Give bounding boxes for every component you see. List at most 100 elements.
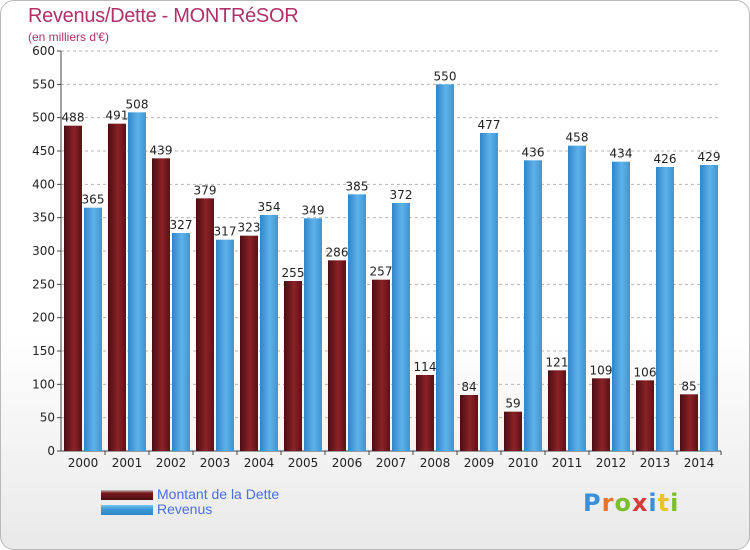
bar-revenus: [172, 233, 190, 451]
x-tick-label: 2004: [244, 456, 275, 470]
y-tick-label: 500: [32, 111, 55, 125]
bar-dette: [416, 375, 434, 451]
bar-revenus: [480, 133, 498, 451]
bar-dette: [460, 395, 478, 451]
logo-letter: i: [670, 489, 680, 517]
y-tick-label: 0: [47, 444, 55, 458]
data-label-revenus: 426: [654, 152, 677, 166]
x-tick-label: 2011: [552, 456, 583, 470]
x-tick-label: 2007: [376, 456, 407, 470]
bar-revenus: [348, 194, 366, 452]
x-tick-label: 2000: [68, 456, 99, 470]
x-tick-label: 2009: [464, 456, 495, 470]
bar-revenus: [392, 203, 410, 451]
x-tick-label: 2012: [596, 456, 627, 470]
data-label-dette: 439: [150, 143, 173, 157]
y-tick-label: 50: [40, 411, 55, 425]
logo-letter: r: [601, 489, 615, 517]
data-label-dette: 84: [461, 380, 476, 394]
chart-subtitle: (en milliers d'€): [28, 30, 109, 44]
data-label-revenus: 365: [82, 193, 105, 207]
data-label-dette: 286: [326, 245, 349, 259]
bar-revenus: [436, 84, 454, 451]
data-label-dette: 491: [106, 109, 129, 123]
bar-dette: [372, 279, 390, 451]
grid-lines: [61, 50, 721, 452]
bar-dette: [240, 235, 258, 451]
bar-dette: [284, 281, 302, 451]
y-tick-label: 350: [32, 211, 55, 225]
data-label-revenus: 508: [126, 97, 149, 111]
legend-swatch-revenus: [101, 505, 153, 515]
data-label-revenus: 434: [610, 147, 633, 161]
data-label-revenus: 385: [346, 179, 369, 193]
y-tick-label: 400: [32, 177, 55, 191]
bar-dette: [328, 260, 346, 451]
x-tick-label: 2006: [332, 456, 363, 470]
proxiti-logo: Proxiti: [583, 489, 679, 517]
y-tick-label: 200: [32, 311, 55, 325]
x-tick-label: 2002: [156, 456, 187, 470]
data-label-dette: 114: [414, 360, 437, 374]
bar-dette: [636, 380, 654, 451]
data-label-revenus: 436: [522, 145, 545, 159]
chart-title: Revenus/Dette - MONTRéSOR: [28, 5, 299, 27]
data-label-dette: 255: [282, 266, 305, 280]
bar-revenus: [304, 218, 322, 451]
logo-letter: x: [631, 489, 649, 517]
y-tick-label: 250: [32, 277, 55, 291]
data-label-dette: 85: [681, 379, 696, 393]
x-tick-label: 2014: [684, 456, 715, 470]
data-label-revenus: 349: [302, 203, 325, 217]
data-label-dette: 109: [590, 363, 613, 377]
bar-revenus: [260, 215, 278, 451]
data-label-revenus: 429: [698, 150, 721, 164]
legend-swatch-dette: [101, 490, 153, 500]
logo-letter: t: [657, 489, 671, 517]
bar-revenus: [656, 167, 674, 451]
logo-letter: o: [614, 489, 632, 517]
logo-letter: i: [648, 489, 658, 517]
y-tick-label: 100: [32, 377, 55, 391]
bar-dette: [64, 125, 82, 452]
x-tick-label: 2005: [288, 456, 319, 470]
data-label-revenus: 354: [258, 200, 281, 214]
bar-revenus: [612, 161, 630, 451]
bar-dette: [504, 411, 522, 451]
data-label-revenus: 550: [434, 69, 457, 83]
data-label-revenus: 372: [390, 188, 413, 202]
logo-letter: P: [583, 489, 602, 517]
data-label-dette: 379: [194, 183, 217, 197]
data-label-dette: 59: [505, 397, 520, 411]
data-label-dette: 106: [634, 365, 657, 379]
data-label-dette: 257: [370, 265, 393, 279]
data-label-revenus: 458: [566, 131, 589, 145]
y-tick-label: 300: [32, 244, 55, 258]
bar-revenus: [568, 145, 586, 451]
data-label-dette: 323: [238, 221, 261, 235]
x-tick-label: 2013: [640, 456, 671, 470]
bar-revenus: [216, 239, 234, 451]
data-label-revenus: 317: [214, 225, 237, 239]
y-tick-label: 550: [32, 77, 55, 91]
y-tick-label: 150: [32, 344, 55, 358]
bar-revenus: [700, 165, 718, 451]
data-label-revenus: 477: [478, 118, 501, 132]
x-tick-label: 2010: [508, 456, 539, 470]
bar-dette: [152, 158, 170, 452]
bar-revenus: [128, 112, 146, 451]
bar-dette: [548, 370, 566, 451]
y-tick-label: 600: [32, 44, 55, 58]
x-tick-label: 2001: [112, 456, 143, 470]
legend-label-revenus: Revenus: [157, 501, 213, 517]
bar-dette: [108, 123, 126, 452]
bar-dette: [196, 198, 214, 451]
bar-revenus: [524, 160, 542, 452]
bars: [64, 84, 718, 452]
x-tick-label: 2008: [420, 456, 451, 470]
y-tick-label: 450: [32, 144, 55, 158]
data-label-revenus: 327: [170, 218, 193, 232]
